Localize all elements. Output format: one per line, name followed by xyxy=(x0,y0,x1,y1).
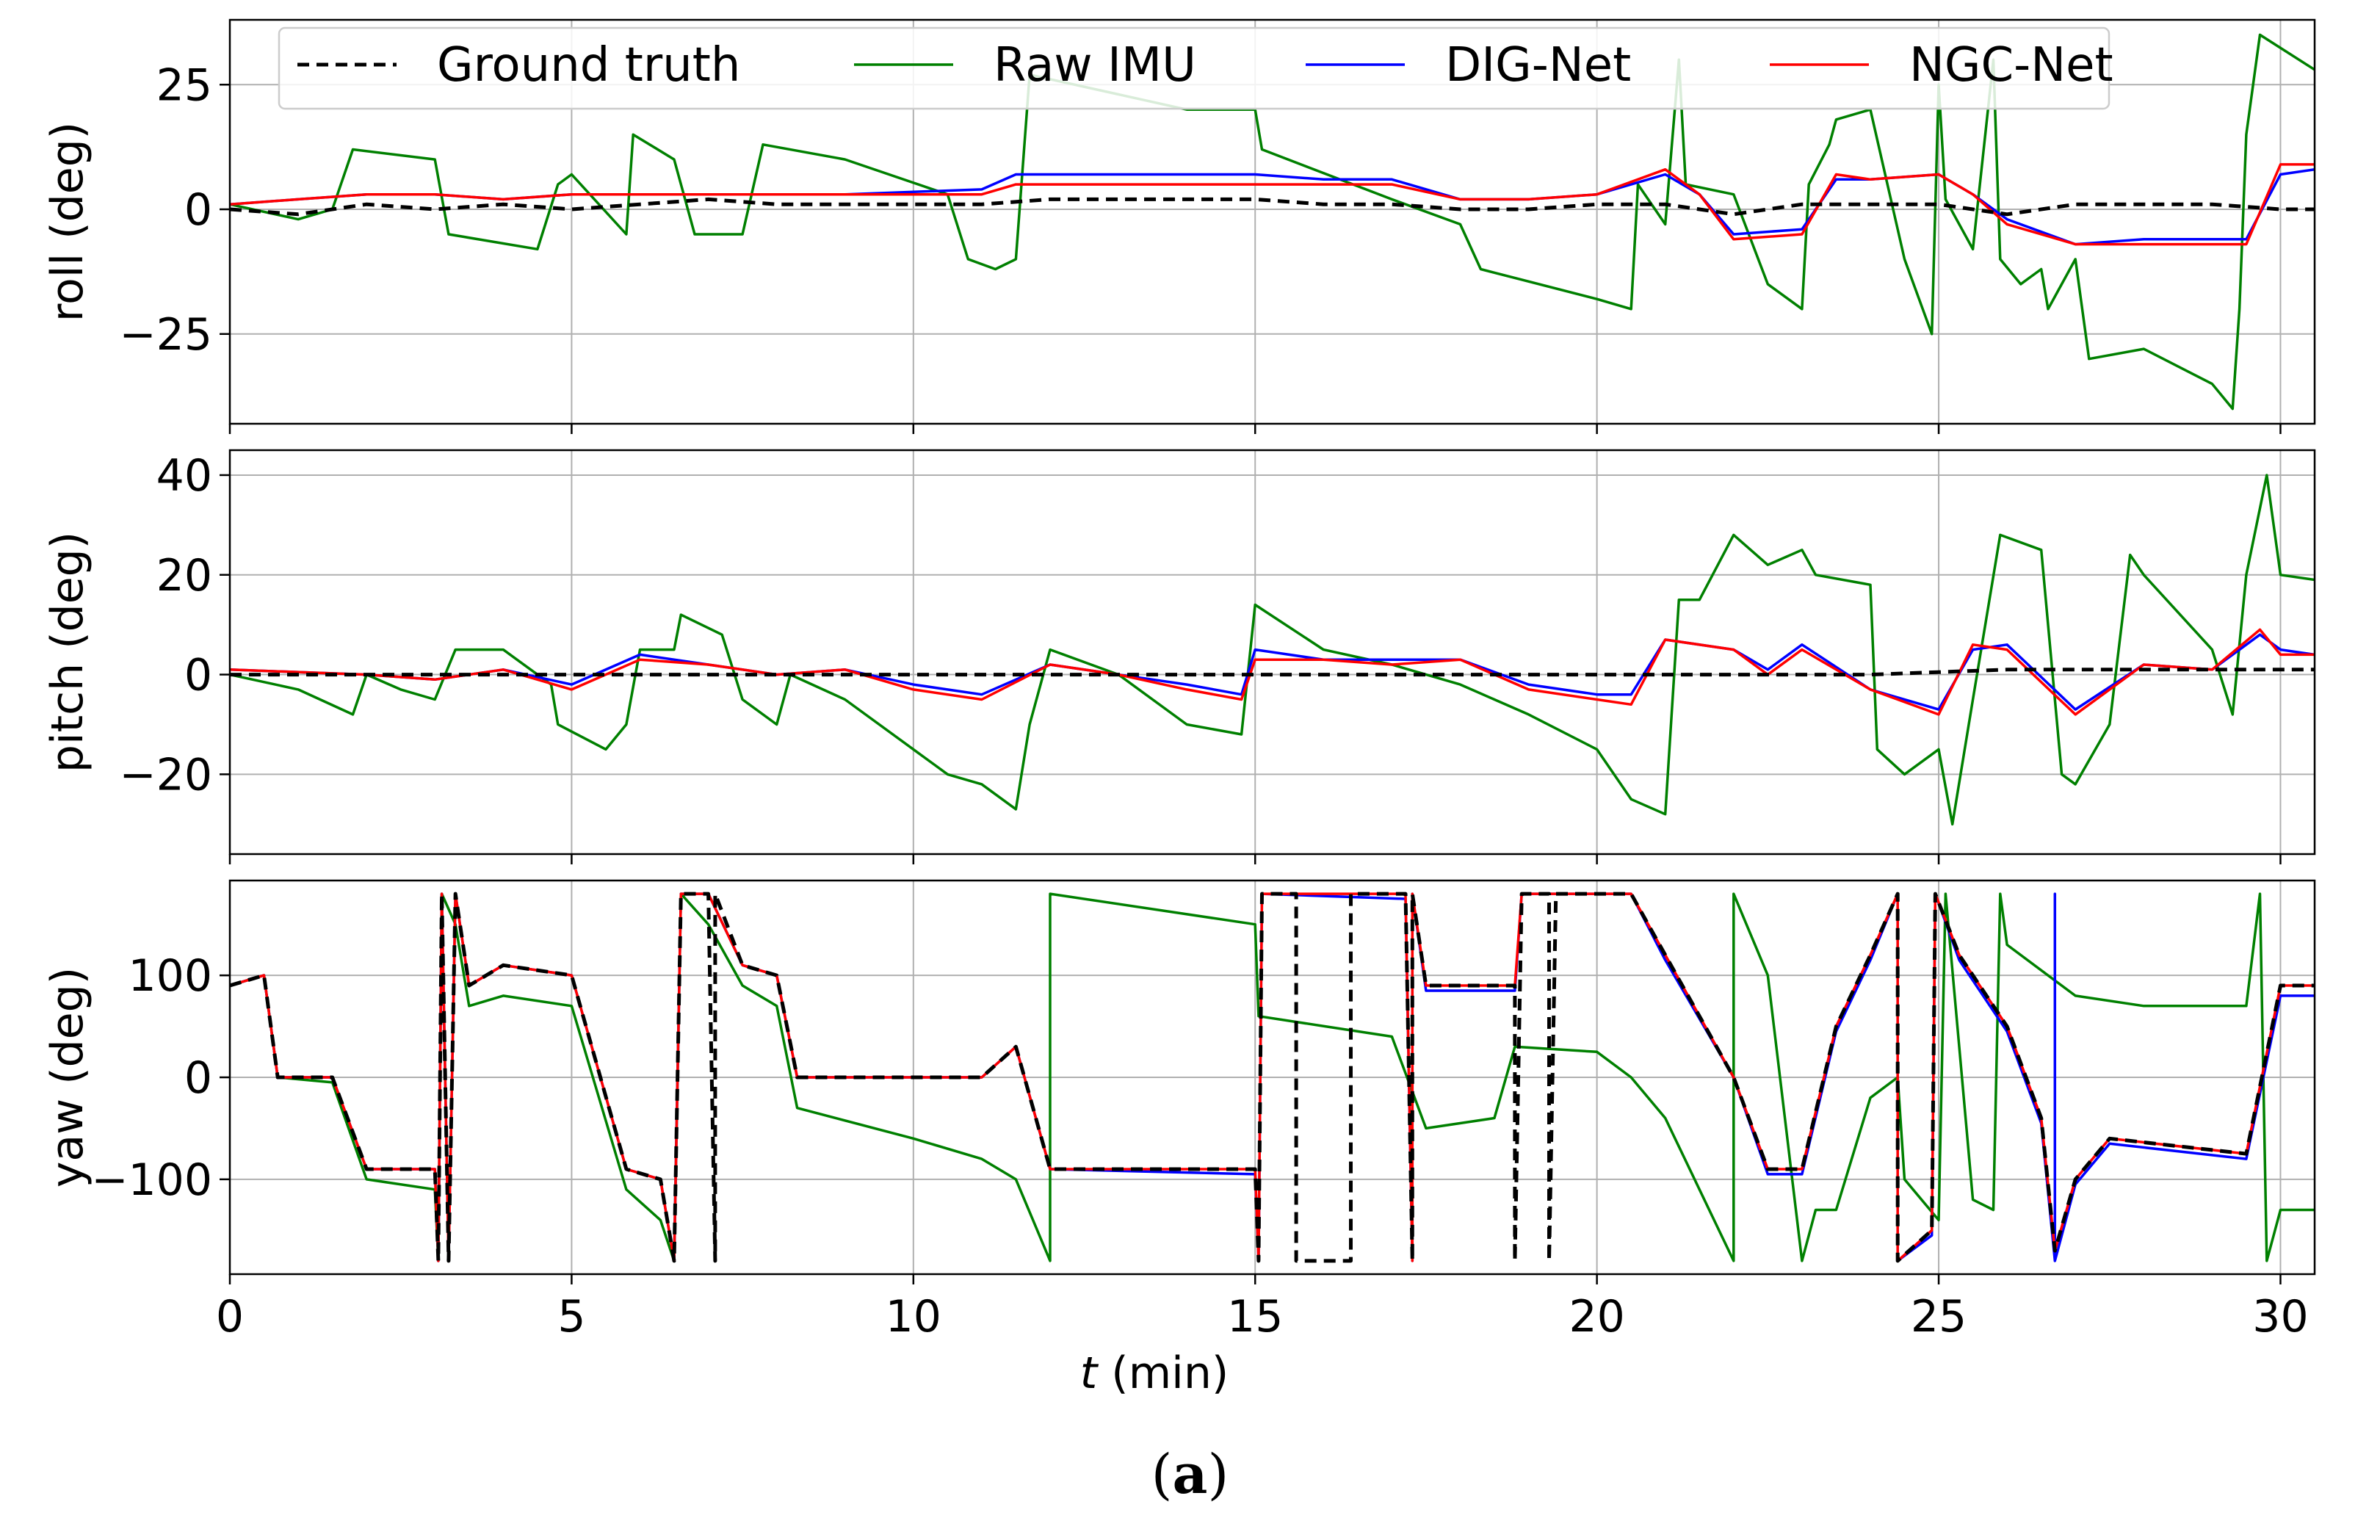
y-tick-label: 100 xyxy=(128,950,212,1002)
figure-caption: (a) xyxy=(0,1443,2380,1506)
plot-panels: −25 0 25 roll (deg) −20 0 20 40 pitch (deg) −100 0… xyxy=(42,18,2316,1342)
x-axis-variable: t xyxy=(1080,1348,1099,1399)
y-tick-label: 20 xyxy=(156,550,212,601)
caption-open: ( xyxy=(1151,1443,1173,1506)
legend-label-dig: DIG-Net xyxy=(1445,38,1631,93)
series-line-gt xyxy=(230,197,2315,217)
x-tick-label: 30 xyxy=(2252,1291,2308,1342)
y-tick-label: 0 xyxy=(184,184,212,236)
panel-1: −25 0 25 roll (deg) xyxy=(42,18,2316,434)
x-tick-label: 0 xyxy=(216,1291,244,1342)
y-tick-label: −100 xyxy=(91,1154,212,1206)
panel-2: −20 0 20 40 pitch (deg) xyxy=(42,449,2316,864)
y-axis-label: pitch (deg) xyxy=(42,532,93,773)
y-axis-label: yaw (deg) xyxy=(42,967,93,1187)
x-axis-label: t (min) xyxy=(1080,1348,1229,1399)
y-tick-label: 0 xyxy=(184,1052,212,1104)
series-line-raw xyxy=(230,474,2315,826)
y-tick-label: 40 xyxy=(156,450,212,502)
series-line-gt xyxy=(230,668,2315,677)
panel-3: −100 0 100 0 5 10 15 20 25 30 yaw (deg) xyxy=(42,879,2316,1342)
y-axis-label: roll (deg) xyxy=(42,122,93,322)
series-line-dig xyxy=(230,633,2315,711)
x-tick-label: 15 xyxy=(1227,1291,1283,1342)
y-tick-label: −20 xyxy=(119,749,212,800)
x-tick-label: 5 xyxy=(557,1291,585,1342)
y-tick-label: 25 xyxy=(156,59,212,111)
axes-frame xyxy=(228,18,2316,425)
y-tick-label: −25 xyxy=(119,309,212,361)
series-line-ngc xyxy=(230,163,2315,246)
x-tick-label: 25 xyxy=(1911,1291,1967,1342)
x-tick-label: 10 xyxy=(886,1291,941,1342)
legend: Ground truth Raw IMU DIG-Net NGC-Net xyxy=(278,26,2113,110)
x-tick-label: 20 xyxy=(1569,1291,1624,1342)
caption-letter: a xyxy=(1172,1443,1208,1506)
series-line-dig2 xyxy=(230,628,2315,716)
legend-label-gt: Ground truth xyxy=(437,38,740,93)
axes-frame xyxy=(228,449,2316,856)
legend-label-raw: Raw IMU xyxy=(994,38,1196,93)
legend-label-ngc: NGC-Net xyxy=(1909,38,2113,93)
series-line-gt xyxy=(230,892,2315,1263)
x-axis-unit: (min) xyxy=(1097,1348,1229,1399)
legend-box xyxy=(278,26,2110,110)
caption-close: ) xyxy=(1207,1443,1229,1506)
y-tick-label: 0 xyxy=(184,650,212,701)
